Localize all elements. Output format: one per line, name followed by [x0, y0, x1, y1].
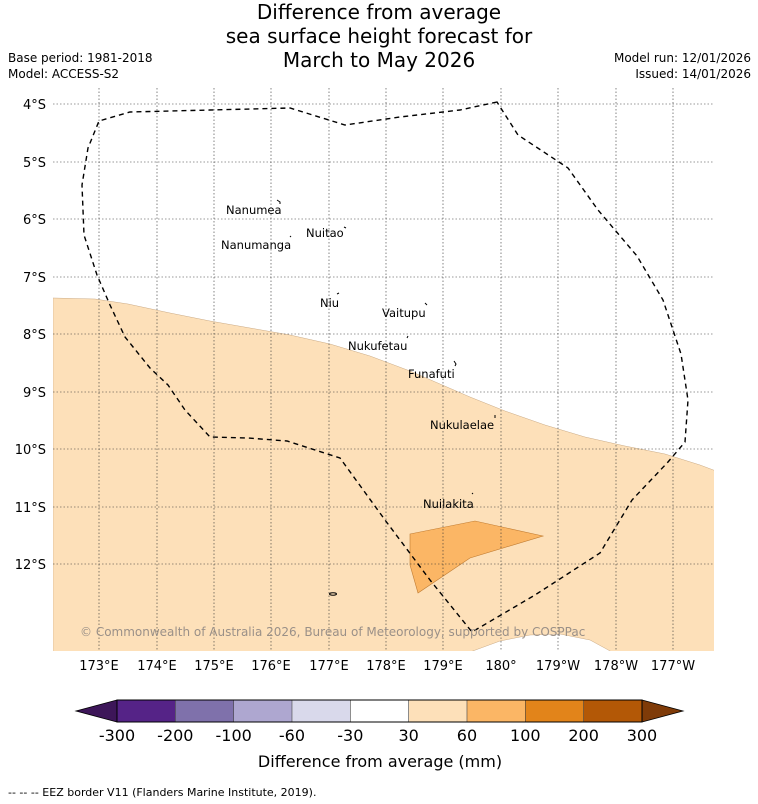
model-name: Model: ACCESS-S2	[8, 67, 120, 81]
label-nanumanga: Nanumanga	[221, 238, 291, 252]
base-period: Base period: 1981-2018	[8, 51, 153, 65]
colorbar-tick-label: -300	[99, 726, 135, 745]
lat-label: 8°S	[23, 328, 46, 343]
colorbar-tick-label: 30	[398, 726, 418, 745]
copyright-notice: © Commonwealth of Australia 2026, Bureau…	[80, 625, 585, 639]
colorbar-swatch	[291, 699, 351, 723]
island-mark-nanumanga	[289, 235, 292, 238]
lon-label: 177°E	[309, 659, 349, 674]
graticule	[53, 88, 714, 651]
colorbar-tick-label: 200	[568, 726, 599, 745]
anomaly-region-30-60	[53, 297, 714, 651]
lat-label: 11°S	[15, 501, 46, 516]
island-mark-funafuti	[453, 360, 457, 367]
colorbar: -300 -200 -100 -60 -30 30 60 100 200 300 Differen…	[74, 699, 685, 771]
colorbar-swatch	[116, 699, 176, 723]
lat-label: 10°S	[15, 443, 46, 458]
title-line-3: March to May 2026	[282, 48, 476, 72]
lon-label: 179°E	[423, 659, 463, 674]
lon-label: 177°W	[651, 659, 695, 674]
island-mark-nukufetau	[406, 335, 409, 339]
lat-label: 4°S	[23, 98, 46, 113]
label-nuilakita: Nuilakita	[423, 497, 474, 511]
island-mark-vaitupu	[424, 302, 428, 306]
map-title: Difference from average sea surface heig…	[0, 0, 758, 72]
reef-mark	[329, 592, 337, 596]
colorbar-tick-label: -30	[337, 726, 363, 745]
lat-label: 6°S	[23, 213, 46, 228]
run-info: Model run: 12/01/2026 Issued: 14/01/2026	[614, 50, 751, 82]
eez-legend-note: -- -- -- EEZ border V11 (Flanders Marine…	[8, 786, 317, 799]
colorbar-tick-label: -200	[157, 726, 193, 745]
title-line-1: Difference from average	[256, 0, 502, 24]
label-nukufetau: Nukufetau	[348, 339, 407, 353]
colorbar-swatch	[175, 699, 235, 723]
colorbar-swatch	[583, 699, 643, 723]
colorbar-arrow-left	[74, 699, 118, 723]
island-mark-niu	[336, 292, 340, 295]
label-niu: Niu	[320, 296, 339, 310]
lat-label: 5°S	[23, 156, 46, 171]
latitude-labels: 4°S 5°S 6°S 7°S 8°S 9°S 10°S 11°S 12°S	[15, 98, 46, 573]
lon-label: 178°E	[366, 659, 406, 674]
lat-label: 7°S	[23, 271, 46, 286]
label-nanumea: Nanumea	[226, 203, 282, 217]
longitude-labels: 173°E 174°E 175°E 176°E 177°E 178°E 179°…	[79, 659, 695, 674]
colorbar-tick-label: 60	[457, 726, 477, 745]
lon-label: 174°E	[137, 659, 177, 674]
colorbar-swatch	[233, 699, 293, 723]
lon-label: 176°E	[251, 659, 291, 674]
label-nukulaelae: Nukulaelae	[430, 418, 494, 432]
label-nuitao: Nuitao	[306, 226, 344, 240]
colorbar-arrow-right	[641, 699, 685, 723]
island-shapes	[276, 199, 496, 596]
colorbar-label: Difference from average (mm)	[258, 752, 502, 771]
colorbar-swatch	[466, 699, 526, 723]
colorbar-swatch	[408, 699, 468, 723]
label-vaitupu: Vaitupu	[382, 306, 426, 320]
island-mark-nanumea	[276, 199, 281, 204]
colorbar-tick-label: -100	[216, 726, 252, 745]
lat-label: 12°S	[15, 558, 46, 573]
colorbar-swatch	[525, 699, 585, 723]
lon-label: 175°E	[194, 659, 234, 674]
eez-border	[81, 101, 689, 633]
colorbar-swatch	[350, 699, 410, 723]
lat-label: 9°S	[23, 386, 46, 401]
colorbar-tick-label: 300	[627, 726, 658, 745]
island-mark-nuilakita	[471, 492, 474, 495]
island-labels: Nanumea Nuitao Nanumanga Niu Vaitupu Nuk…	[221, 203, 494, 511]
island-mark-nuitao	[343, 226, 347, 229]
colorbar-outline	[116, 699, 643, 723]
map-area: © Commonwealth of Australia 2026, Bureau…	[53, 88, 714, 651]
lon-label: 178°W	[594, 659, 638, 674]
label-funafuti: Funafuti	[408, 367, 455, 381]
title-line-2: sea surface height forecast for	[225, 24, 533, 48]
lon-label: 180°	[485, 659, 516, 674]
issued-date: Issued: 14/01/2026	[635, 67, 751, 81]
colorbar-tick-label: -60	[279, 726, 305, 745]
model-info: Base period: 1981-2018 Model: ACCESS-S2	[8, 50, 153, 82]
lon-label: 179°W	[536, 659, 580, 674]
model-run-date: Model run: 12/01/2026	[613, 51, 751, 65]
lon-label: 173°E	[79, 659, 119, 674]
colorbar-tick-label: 100	[510, 726, 541, 745]
